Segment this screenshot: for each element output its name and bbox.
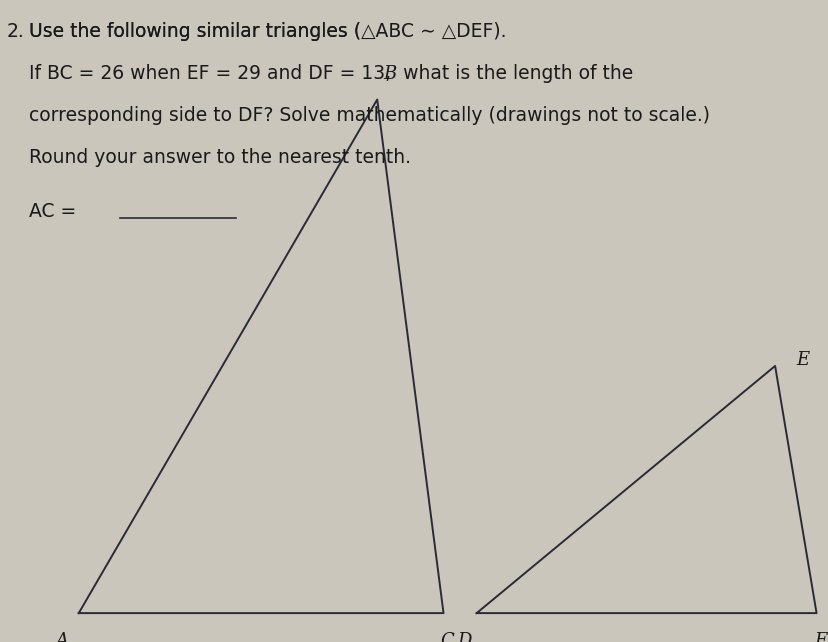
Text: Use the following similar triangles (: Use the following similar triangles ( <box>29 22 361 42</box>
Text: Use the following similar triangles (△ABC ∼ △DEF).: Use the following similar triangles (△AB… <box>29 22 506 42</box>
Text: Round your answer to the nearest tenth.: Round your answer to the nearest tenth. <box>29 148 411 167</box>
Text: AC =: AC = <box>29 202 76 221</box>
Text: A: A <box>55 632 69 642</box>
Text: B: B <box>383 65 396 83</box>
Text: E: E <box>795 351 808 369</box>
Text: 2.: 2. <box>7 22 24 42</box>
Text: D: D <box>456 632 471 642</box>
Text: F: F <box>813 632 826 642</box>
Text: corresponding side to DF? Solve mathematically (drawings not to scale.): corresponding side to DF? Solve mathemat… <box>29 106 709 125</box>
Text: If BC = 26 when EF = 29 and DF = 13,  what is the length of the: If BC = 26 when EF = 29 and DF = 13, wha… <box>29 64 633 83</box>
Text: C: C <box>440 632 454 642</box>
Text: Use the following similar triangles (△△△: Use the following similar triangles (△△△ <box>29 22 404 42</box>
